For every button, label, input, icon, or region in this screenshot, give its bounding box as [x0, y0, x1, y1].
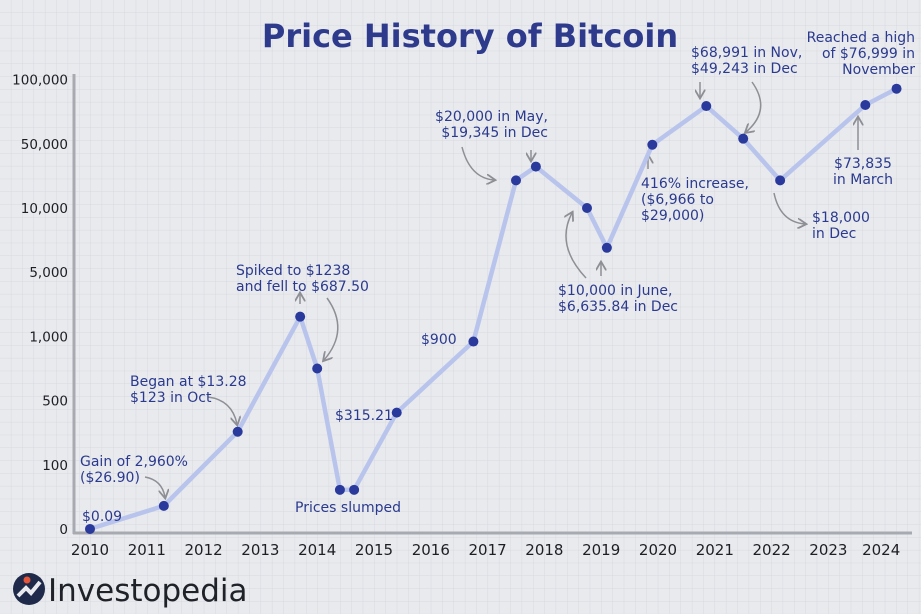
annotation-a2: Began at $13.28	[130, 374, 247, 390]
data-point	[582, 203, 592, 213]
y-tick-label: 1,000	[29, 329, 68, 345]
annotation-arrow	[461, 146, 494, 180]
x-tick-label: 2023	[809, 541, 847, 559]
annotation-a3: and fell to $687.50	[236, 279, 369, 295]
annotation-arrow	[207, 396, 237, 424]
x-tick-label: 2012	[185, 541, 223, 559]
y-tick-label: 500	[42, 394, 68, 410]
data-point	[85, 523, 95, 534]
annotation-a12: in March	[833, 172, 893, 188]
annotation-arrows	[144, 81, 858, 497]
data-point	[601, 242, 612, 253]
annotation-a9: ($6,966 to	[641, 192, 714, 208]
y-tick-label: 100	[42, 458, 68, 474]
x-tick-label: 2017	[469, 541, 507, 559]
annotation-a8: $10,000 in June,	[558, 283, 673, 299]
data-point	[530, 161, 541, 172]
y-tick-label: 50,000	[21, 137, 68, 153]
y-tick-label: 100,000	[12, 73, 68, 89]
logo-text: Investopedia	[48, 573, 248, 609]
annotation-a9: $29,000)	[641, 208, 704, 224]
data-point	[391, 407, 402, 418]
x-tick-label: 2010	[71, 541, 109, 559]
annotation-a12: $73,835	[834, 156, 892, 172]
annotation-a3: Spiked to $1238	[236, 263, 350, 279]
annotation-arrow	[566, 213, 587, 279]
annotation-arrow	[746, 81, 762, 132]
annotation-a5: $315.21	[335, 408, 393, 424]
data-point	[891, 83, 902, 94]
chart-title: Price History of Bitcoin	[262, 17, 678, 55]
annotation-a7: $20,000 in May,	[435, 109, 548, 125]
x-tick-label: 2015	[355, 541, 393, 559]
annotation-a6: $900	[421, 332, 457, 348]
data-point	[738, 133, 749, 144]
data-point	[349, 484, 360, 495]
data-point	[511, 175, 521, 186]
data-point	[701, 101, 712, 112]
annotation-a10: $49,243 in Dec	[691, 61, 798, 77]
x-tick-label: 2013	[241, 541, 279, 559]
y-tick-label: 10,000	[21, 201, 68, 217]
data-point	[158, 500, 169, 511]
annotation-a4: Prices slumped	[295, 500, 401, 516]
x-tick-label: 2020	[639, 541, 677, 559]
annotation-arrow	[144, 476, 165, 497]
annotation-a8: $6,635.84 in Dec	[558, 299, 678, 315]
y-tick-label: 0	[59, 522, 68, 538]
annotation-a0: $0.09	[82, 509, 122, 525]
annotation-a10: $68,991 in Nov,	[691, 45, 802, 61]
data-point	[860, 100, 871, 111]
annotation-a13: in Dec	[812, 226, 856, 242]
x-tick-label: 2024	[862, 541, 900, 559]
annotation-arrow	[773, 192, 805, 224]
annotation-a1: ($26.90)	[80, 470, 140, 486]
data-point	[232, 426, 243, 437]
annotation-a11: of $76,999 in	[822, 46, 915, 62]
annotation-a13: $18,000	[812, 210, 870, 226]
x-tick-label: 2022	[753, 541, 791, 559]
data-point	[468, 336, 479, 347]
y-tick-label: 5,000	[29, 265, 68, 281]
investopedia-logo: Investopedia	[13, 573, 248, 609]
data-point	[295, 311, 306, 322]
annotation-a11: Reached a high	[807, 30, 915, 46]
x-tick-label: 2018	[525, 541, 563, 559]
annotation-a9: 416% increase,	[641, 176, 749, 192]
annotation-a2: $123 in Oct	[130, 390, 212, 406]
data-point	[775, 175, 786, 186]
annotation-a7: $19,345 in Dec	[441, 125, 548, 141]
annotation-a1: Gain of 2,960%	[80, 454, 188, 470]
data-point	[334, 484, 345, 495]
x-tick-label: 2021	[696, 541, 734, 559]
data-point	[647, 139, 658, 150]
x-tick-label: 2011	[128, 541, 166, 559]
x-tick-label: 2016	[412, 541, 450, 559]
annotation-a11: November	[842, 62, 915, 78]
annotation-arrow	[324, 297, 339, 360]
x-tick-label: 2019	[582, 541, 620, 559]
x-tick-label: 2014	[298, 541, 336, 559]
data-point	[312, 363, 323, 374]
